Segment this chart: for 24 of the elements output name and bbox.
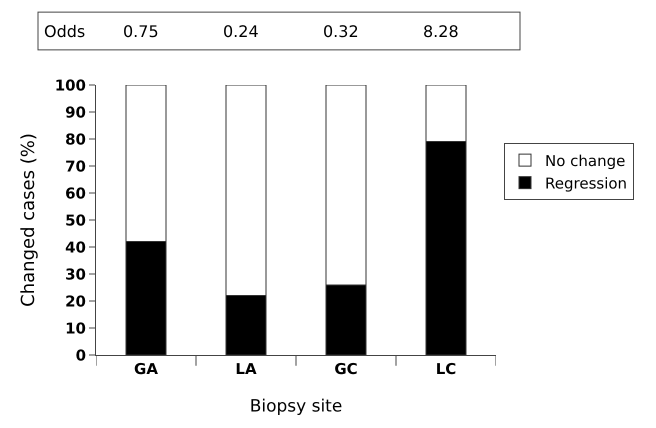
y-tick-label: 70	[65, 157, 86, 176]
y-tick-label: 40	[65, 238, 86, 256]
y-tick-label: 30	[65, 265, 86, 284]
text: 0.32	[323, 22, 359, 41]
y-tick-label: 0	[76, 346, 86, 364]
y-tick-label: 90	[65, 103, 86, 122]
y-tick-label: 20	[65, 292, 86, 310]
x-tick-label: GA	[134, 360, 158, 378]
y-tick-label: 50	[65, 211, 86, 230]
text: 0.24	[223, 22, 259, 41]
text: Odds	[44, 22, 86, 41]
text: 8.28	[423, 22, 459, 41]
y-tick-label: 80	[65, 130, 86, 148]
legend-label: Regression	[545, 174, 628, 192]
y-tick-label: 100	[54, 76, 86, 94]
y-tick-label: 60	[65, 184, 86, 202]
legend-label: No change	[545, 152, 626, 170]
text: 0.75	[123, 22, 159, 41]
y-axis-title: Changed cases (%)	[18, 133, 39, 307]
x-tick-label: LA	[235, 360, 257, 378]
x-axis-title: Biopsy site	[250, 396, 342, 416]
x-tick-label: LC	[436, 360, 456, 378]
x-tick-label: GC	[334, 360, 358, 378]
y-tick-label: 10	[65, 319, 86, 338]
